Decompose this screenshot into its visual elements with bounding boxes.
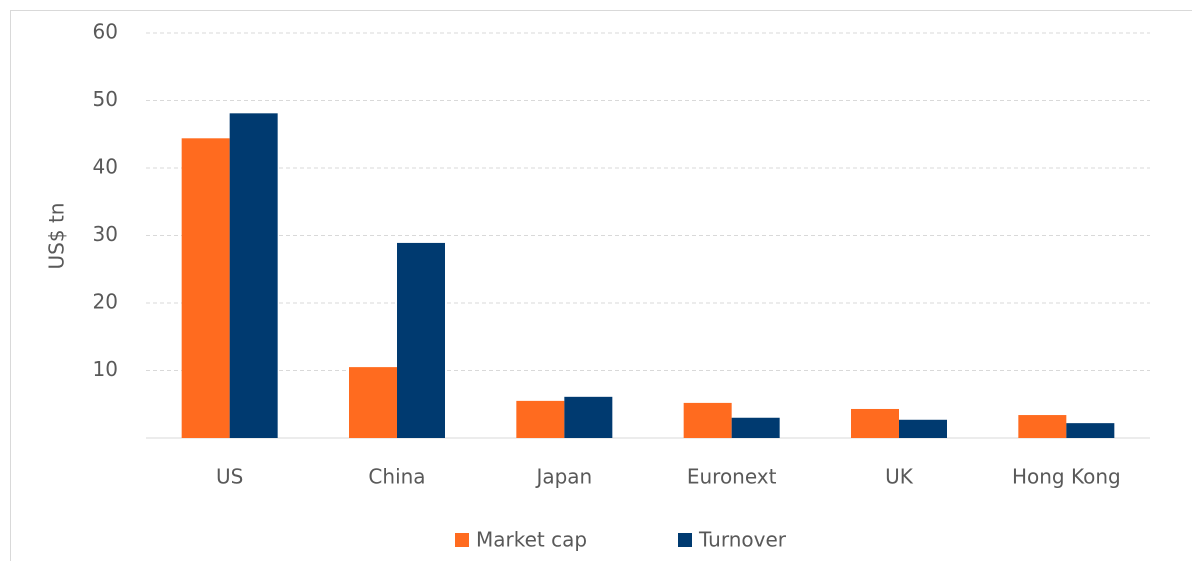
x-tick-label: Hong Kong (1012, 465, 1121, 489)
bar (564, 396, 613, 438)
bar (683, 402, 732, 438)
y-tick-label: 30 (93, 222, 118, 246)
bar (229, 113, 278, 438)
legend-label: Market cap (476, 528, 587, 552)
bar (851, 408, 899, 438)
bar (1018, 415, 1067, 438)
x-tick-label: Japan (534, 465, 592, 489)
y-axis-label: US$ tn (45, 203, 69, 270)
y-tick-label: 40 (93, 155, 118, 179)
bar (731, 417, 780, 438)
bar (349, 367, 397, 438)
y-tick-label: 10 (93, 357, 118, 381)
bar (516, 400, 565, 438)
y-tick-label: 60 (93, 20, 118, 44)
legend-swatch (455, 533, 469, 547)
bar (899, 419, 947, 438)
x-tick-label: US (216, 465, 243, 489)
legend-label: Turnover (698, 528, 787, 552)
y-tick-label: 20 (93, 290, 118, 314)
legend-swatch (678, 533, 692, 547)
x-tick-label: UK (885, 465, 914, 489)
x-tick-label: Euronext (687, 465, 777, 489)
frame (10, 10, 1192, 561)
bar (181, 138, 230, 439)
bar (1066, 423, 1115, 438)
x-tick-label: China (368, 465, 425, 489)
bar (397, 242, 445, 438)
y-tick-label: 50 (93, 87, 118, 111)
